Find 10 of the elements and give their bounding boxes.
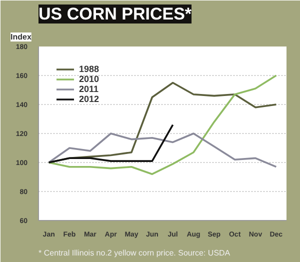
legend-label: 1988 xyxy=(79,64,100,74)
text: * Central Illinois no.2 yellow corn price. Source: USDA xyxy=(38,248,231,258)
legend-label: 2012 xyxy=(79,94,100,104)
line-series xyxy=(48,74,278,175)
line-series xyxy=(48,132,278,168)
legend-label: 2010 xyxy=(79,74,100,84)
legend-label: 2011 xyxy=(79,84,99,94)
chart-title: US CORN PRICES* xyxy=(38,4,192,24)
y-axis-title: Index xyxy=(10,32,32,42)
line-series xyxy=(48,124,174,164)
